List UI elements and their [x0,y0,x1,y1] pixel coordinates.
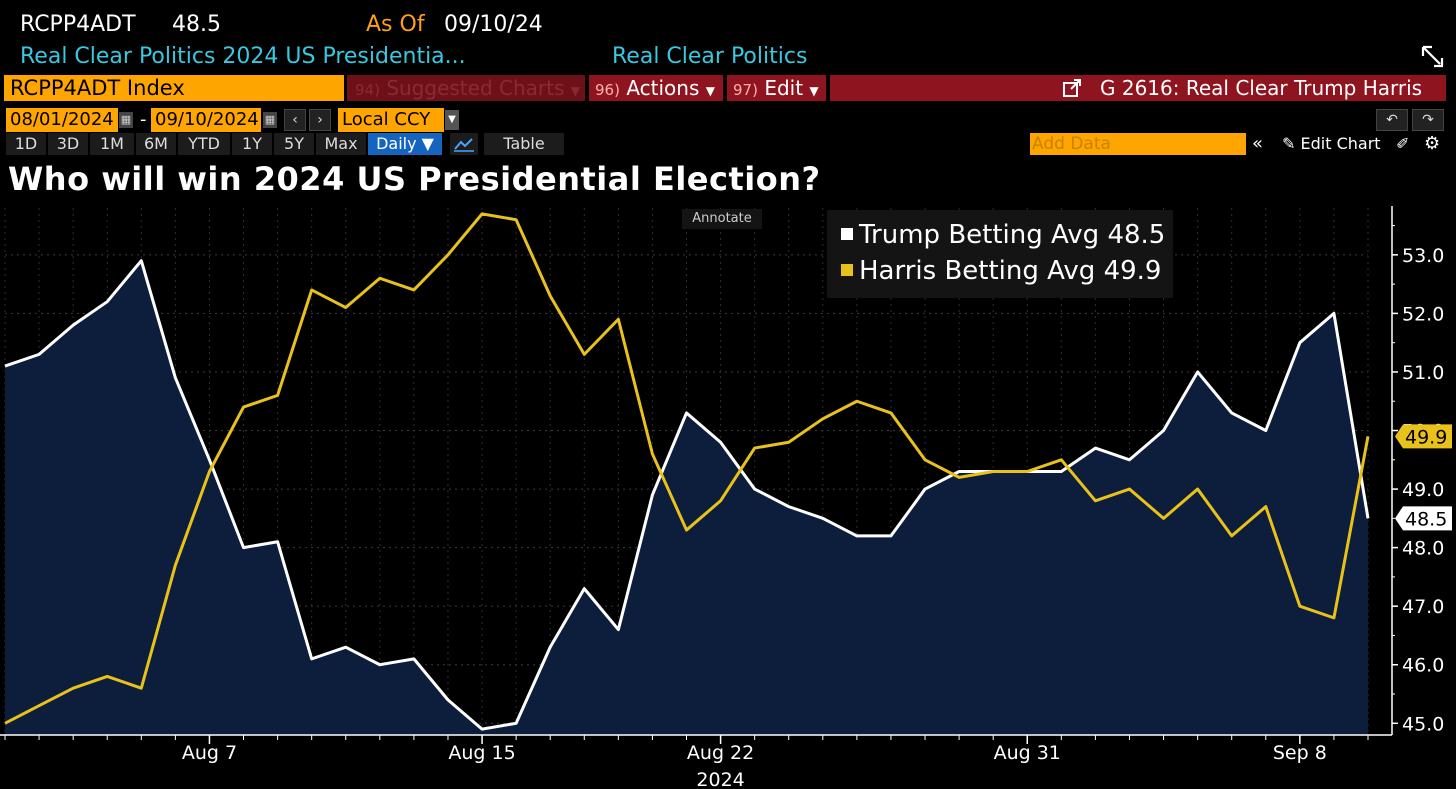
ticker-symbol: RCPP4ADT [20,12,136,37]
range-1y[interactable]: 1Y [232,133,272,155]
range-1m[interactable]: 1M [90,133,134,155]
trump-line [4,259,1370,731]
legend-label-harris: Harris Betting Avg [859,256,1096,286]
add-data-input[interactable]: Add Data [1030,133,1246,155]
y-tick-label: 45.0 [1402,713,1444,735]
expand-icon[interactable] [1420,44,1446,70]
harris-line-last-value: 49.9 [1405,426,1447,448]
legend-label-trump: Trump Betting Avg [859,220,1100,250]
range-6m[interactable]: 6M [136,133,176,155]
y-tick-label: 48.0 [1402,538,1444,560]
line-chart-icon[interactable] [450,133,478,155]
harris-line-last-tag [1395,424,1452,449]
trump-area-fill [5,260,1368,735]
suggested-charts-label: Suggested Charts [386,76,565,100]
range-5y[interactable]: 5Y [274,133,314,155]
legend: Trump Betting Avg 48.5 Harris Betting Av… [827,210,1173,298]
as-of-date: 09/10/24 [444,12,543,37]
suggested-charts-button[interactable]: 94) Suggested Charts ▼ [347,75,585,101]
chevron-down-icon: ▼ [705,84,715,98]
range-3d[interactable]: 3D [48,133,88,155]
legend-value-harris: 49.9 [1103,256,1162,286]
harris-line [4,212,1370,725]
actions-label: Actions [626,76,700,100]
edit-chart-label: Edit Chart [1300,134,1381,153]
period-select[interactable]: Daily ▼ [368,133,442,155]
date-separator: - [140,109,147,130]
end-date-field[interactable]: 09/10/2024 [151,108,261,132]
chevron-down-icon: ▼ [570,84,580,98]
index-name-field[interactable]: RCPP4ADT Index [4,75,344,101]
y-tick-label: 49.0 [1402,479,1444,501]
y-axis: 45.046.047.048.049.050.051.052.053.048.5… [1391,206,1452,735]
edit-label: Edit [764,76,804,100]
x-tick-label: Aug 22 [687,742,754,764]
range-ytd[interactable]: YTD [178,133,230,155]
chart-area[interactable]: 45.046.047.048.049.050.051.052.053.048.5… [0,200,1456,789]
source-name: Real Clear Politics [612,44,808,69]
actions-number: 96) [595,81,620,99]
security-description: Real Clear Politics 2024 US Presidentia.… [20,44,466,69]
x-tick-label: Aug 31 [994,742,1061,764]
x-tick-label: Aug 15 [448,742,515,764]
calendar-icon[interactable]: ▦ [263,112,277,128]
chevron-down-icon[interactable]: ▼ [445,110,459,130]
range-max[interactable]: Max [316,133,366,155]
start-date-field[interactable]: 08/01/2024 [6,108,118,132]
redo-icon[interactable]: ↷ [1412,109,1444,131]
external-link-icon [1062,78,1082,104]
chevron-down-icon: ▼ [809,84,819,98]
suggested-charts-number: 94) [355,81,380,99]
trump-line-last-value: 48.5 [1405,508,1447,530]
legend-entry-trump: Trump Betting Avg 48.5 [859,220,1165,250]
y-tick-label: 52.0 [1402,303,1444,325]
undo-icon[interactable]: ↶ [1376,109,1408,131]
chart-title: Who will win 2024 US Presidential Electi… [8,160,821,198]
calendar-icon[interactable]: ▦ [119,112,133,128]
y-tick-label: 51.0 [1402,362,1444,384]
gear-icon[interactable]: ⚙ [1424,133,1441,154]
edit-settings-icon[interactable]: ✐ [1396,134,1410,153]
edit-number: 97) [733,81,758,99]
chart-name-bar[interactable]: G 2616: Real Clear Trump Harris [830,75,1446,101]
legend-value-trump: 48.5 [1107,220,1166,250]
legend-swatch-trump [841,228,853,240]
x-tick-label: Sep 8 [1273,742,1327,764]
annotate-button[interactable]: Annotate [682,209,762,229]
as-of-label: As Of [366,12,425,37]
pencil-icon: ✎ [1282,134,1296,153]
trump-line-last-tag [1395,506,1452,531]
table-button[interactable]: Table [484,133,564,155]
currency-select[interactable]: Local CCY [338,108,444,132]
actions-button[interactable]: 96) Actions ▼ [589,75,723,101]
next-arrow-icon[interactable]: › [309,109,331,131]
edit-chart-button[interactable]: ✎ Edit Chart [1282,133,1381,155]
x-axis-year-label: 2024 [696,769,744,789]
y-tick-label: 47.0 [1402,596,1444,618]
x-tick-label: Aug 7 [182,742,237,764]
legend-entry-harris: Harris Betting Avg 49.9 [859,256,1161,286]
edit-button[interactable]: 97) Edit ▼ [727,75,826,101]
legend-swatch-harris [841,264,853,276]
ticker-value: 48.5 [172,12,221,37]
y-tick-label: 53.0 [1402,245,1444,267]
y-tick-label: 46.0 [1402,655,1444,677]
prev-arrow-icon[interactable]: ‹ [284,109,306,131]
collapse-icon[interactable]: « [1252,133,1264,154]
range-1d[interactable]: 1D [6,133,46,155]
chart-name: G 2616: Real Clear Trump Harris [1100,76,1423,100]
x-axis: Aug 7 Aug 15 Aug 22 Aug 31 Sep 8 2024 [0,734,1392,789]
